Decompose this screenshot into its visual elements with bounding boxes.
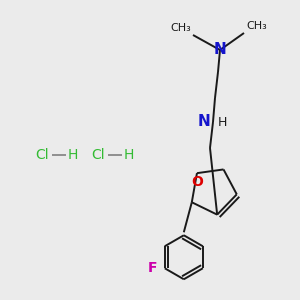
Text: CH₃: CH₃: [170, 23, 191, 33]
Text: H: H: [68, 148, 78, 162]
Text: CH₃: CH₃: [246, 21, 267, 31]
Text: F: F: [147, 261, 157, 275]
Text: O: O: [191, 175, 203, 189]
Text: H: H: [124, 148, 134, 162]
Text: H: H: [218, 116, 227, 128]
Text: Cl: Cl: [91, 148, 105, 162]
Text: N: N: [214, 43, 226, 58]
Text: N: N: [197, 115, 210, 130]
Text: Cl: Cl: [35, 148, 49, 162]
